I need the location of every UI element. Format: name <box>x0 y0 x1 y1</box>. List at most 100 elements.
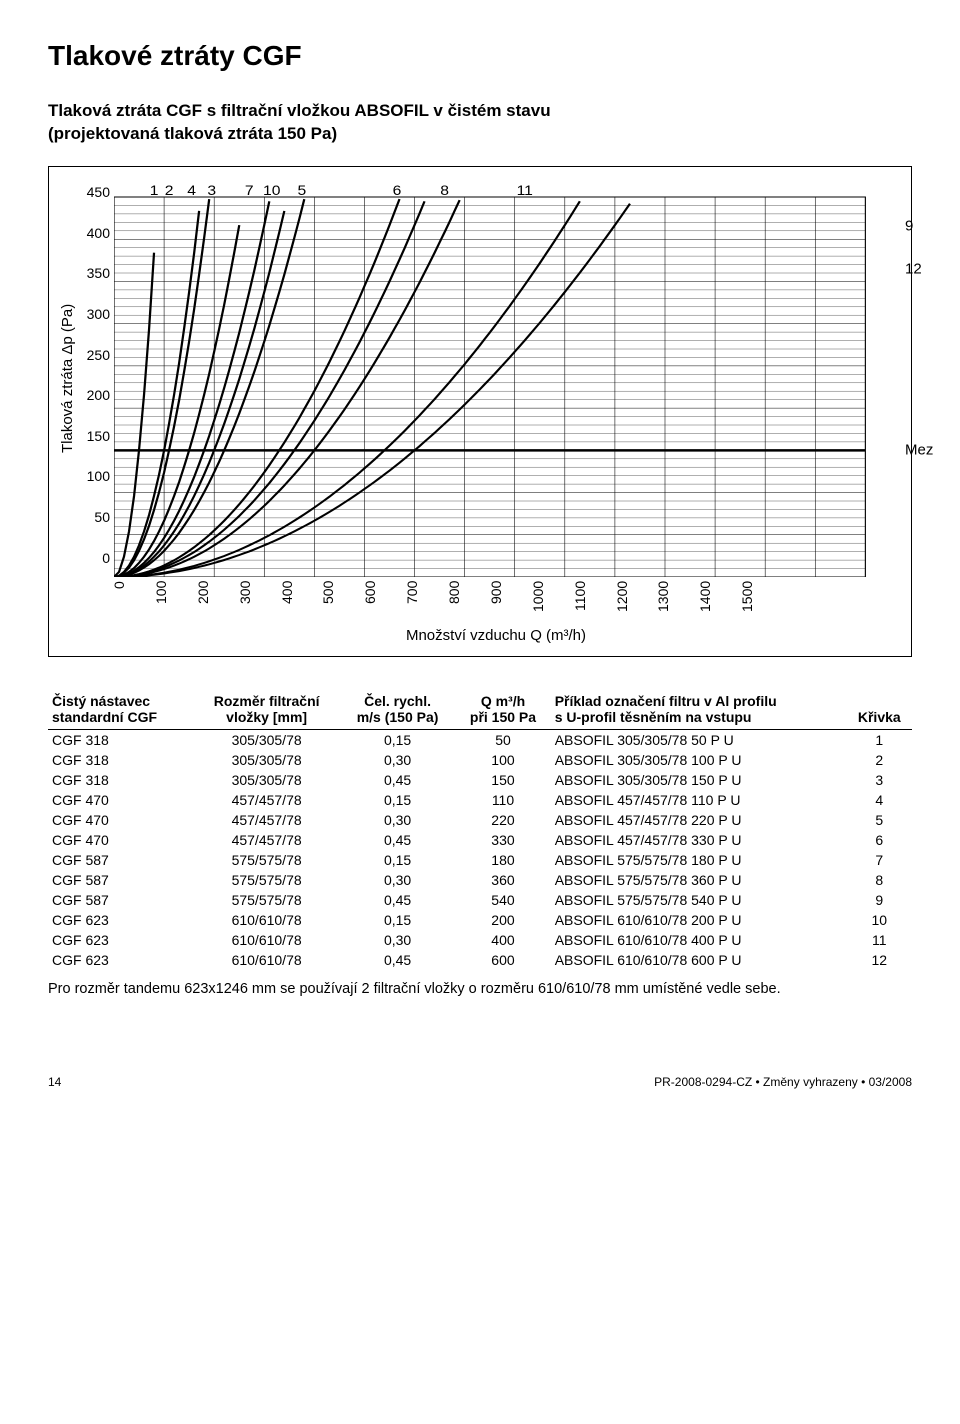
table-cell: CGF 587 <box>48 890 193 910</box>
table-column-header: Čistý nástavecstandardní CGF <box>48 691 193 730</box>
x-tick: 1300 <box>656 581 698 619</box>
table-cell: CGF 318 <box>48 729 193 750</box>
table-cell: 0,30 <box>340 750 455 770</box>
table-cell: 6 <box>847 830 912 850</box>
table-cell: CGF 318 <box>48 750 193 770</box>
svg-text:7: 7 <box>245 185 254 199</box>
table-cell: 0,30 <box>340 810 455 830</box>
x-tick: 1100 <box>573 581 615 619</box>
table-column-header: Q m³/hpři 150 Pa <box>455 691 550 730</box>
table-cell: 1 <box>847 729 912 750</box>
table-cell: 220 <box>455 810 550 830</box>
table-cell: 7 <box>847 850 912 870</box>
subtitle-line-2: (projektovaná tlaková ztráta 150 Pa) <box>48 124 337 143</box>
table-row: CGF 623610/610/780,45600ABSOFIL 610/610/… <box>48 950 912 970</box>
table-cell: 0,45 <box>340 950 455 970</box>
x-tick: 700 <box>405 581 447 619</box>
table-cell: 0,45 <box>340 830 455 850</box>
table-cell: 150 <box>455 770 550 790</box>
table-row: CGF 470457/457/780,45330ABSOFIL 457/457/… <box>48 830 912 850</box>
y-tick: 400 <box>87 226 110 240</box>
table-header: Čistý nástavecstandardní CGFRozměr filtr… <box>48 691 912 730</box>
table-cell: 0,15 <box>340 790 455 810</box>
table-cell: CGF 470 <box>48 830 193 850</box>
table-row: CGF 318305/305/780,30100ABSOFIL 305/305/… <box>48 750 912 770</box>
table-cell: 305/305/78 <box>193 750 339 770</box>
footer-doc-id: PR-2008-0294-CZ • Změny vyhrazeny • 03/2… <box>654 1075 912 1089</box>
table-column-header: Křivka <box>847 691 912 730</box>
x-tick: 1200 <box>615 581 657 619</box>
table-cell: 9 <box>847 890 912 910</box>
table-cell: 0,45 <box>340 770 455 790</box>
table-cell: 330 <box>455 830 550 850</box>
table-cell: 305/305/78 <box>193 770 339 790</box>
table-row: CGF 587575/575/780,15180ABSOFIL 575/575/… <box>48 850 912 870</box>
page-footer: 14 PR-2008-0294-CZ • Změny vyhrazeny • 0… <box>48 1069 912 1089</box>
table-cell: CGF 318 <box>48 770 193 790</box>
y-tick: 300 <box>87 307 110 321</box>
table-cell: CGF 587 <box>48 850 193 870</box>
table-cell: 4 <box>847 790 912 810</box>
chart-plot-area: 124371056811 912Mez <box>114 185 899 577</box>
table-cell: CGF 470 <box>48 790 193 810</box>
table-cell: 0,15 <box>340 910 455 930</box>
table-cell: ABSOFIL 305/305/78 100 P U <box>551 750 847 770</box>
table-cell: ABSOFIL 610/610/78 600 P U <box>551 950 847 970</box>
table-cell: ABSOFIL 575/575/78 180 P U <box>551 850 847 870</box>
table-row: CGF 470457/457/780,15110ABSOFIL 457/457/… <box>48 790 912 810</box>
table-cell: ABSOFIL 305/305/78 50 P U <box>551 729 847 750</box>
table-cell: ABSOFIL 610/610/78 200 P U <box>551 910 847 930</box>
table-cell: 12 <box>847 950 912 970</box>
table-cell: 10 <box>847 910 912 930</box>
table-cell: 575/575/78 <box>193 870 339 890</box>
table-cell: 100 <box>455 750 550 770</box>
x-tick: 500 <box>321 581 363 619</box>
svg-text:3: 3 <box>207 185 216 199</box>
chart-right-label: 9 <box>905 218 913 235</box>
table-cell: ABSOFIL 457/457/78 220 P U <box>551 810 847 830</box>
table-cell: 200 <box>455 910 550 930</box>
table-cell: CGF 470 <box>48 810 193 830</box>
table-cell: 457/457/78 <box>193 810 339 830</box>
x-tick: 0 <box>112 581 154 619</box>
table-cell: CGF 623 <box>48 910 193 930</box>
table-cell: ABSOFIL 575/575/78 360 P U <box>551 870 847 890</box>
table-cell: 5 <box>847 810 912 830</box>
table-cell: 180 <box>455 850 550 870</box>
table-cell: 575/575/78 <box>193 850 339 870</box>
chart-container: Tlaková ztráta Δp (Pa) 45040035030025020… <box>48 166 912 657</box>
table-row: CGF 623610/610/780,15200ABSOFIL 610/610/… <box>48 910 912 930</box>
table-cell: 0,15 <box>340 850 455 870</box>
table-cell: ABSOFIL 457/457/78 110 P U <box>551 790 847 810</box>
table-column-header: Příklad označení filtru v Al profilus U-… <box>551 691 847 730</box>
x-tick: 600 <box>363 581 405 619</box>
x-tick: 900 <box>489 581 531 619</box>
table-row: CGF 587575/575/780,30360ABSOFIL 575/575/… <box>48 870 912 890</box>
table-cell: 457/457/78 <box>193 790 339 810</box>
table-footnote: Pro rozměr tandemu 623x1246 mm se použív… <box>48 980 912 1000</box>
table-cell: 610/610/78 <box>193 950 339 970</box>
y-tick: 100 <box>87 469 110 483</box>
svg-text:5: 5 <box>297 185 306 199</box>
chart-y-ticks: 450400350300250200150100500 <box>76 185 114 565</box>
table-cell: CGF 623 <box>48 930 193 950</box>
table-cell: 540 <box>455 890 550 910</box>
table-cell: 0,45 <box>340 890 455 910</box>
table-cell: 610/610/78 <box>193 910 339 930</box>
table-cell: 3 <box>847 770 912 790</box>
y-tick: 200 <box>87 388 110 402</box>
table-body: CGF 318305/305/780,1550ABSOFIL 305/305/7… <box>48 729 912 970</box>
svg-text:6: 6 <box>393 185 402 199</box>
table-row: CGF 587575/575/780,45540ABSOFIL 575/575/… <box>48 890 912 910</box>
y-tick: 0 <box>102 551 110 565</box>
table-cell: 110 <box>455 790 550 810</box>
table-cell: 2 <box>847 750 912 770</box>
svg-text:2: 2 <box>165 185 174 199</box>
x-tick: 100 <box>154 581 196 619</box>
table-cell: ABSOFIL 575/575/78 540 P U <box>551 890 847 910</box>
chart-svg: 124371056811 <box>114 185 899 577</box>
page: Tlakové ztráty CGF Tlaková ztráta CGF s … <box>0 0 960 1109</box>
table-cell: CGF 623 <box>48 950 193 970</box>
svg-text:11: 11 <box>517 185 533 199</box>
table-row: CGF 318305/305/780,1550ABSOFIL 305/305/7… <box>48 729 912 750</box>
